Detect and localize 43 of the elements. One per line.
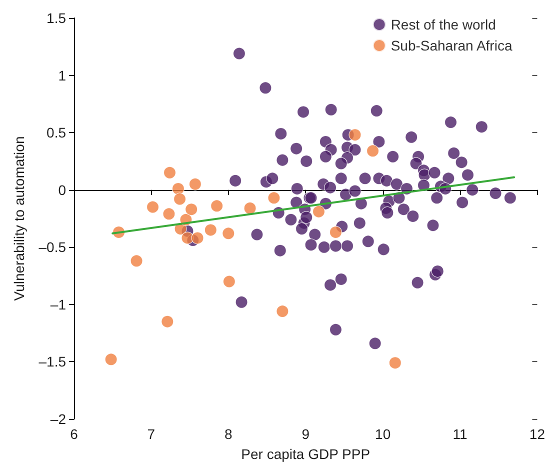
- y-tick-label: –1: [50, 296, 66, 312]
- point: [222, 227, 235, 240]
- point: [161, 315, 174, 328]
- point: [348, 128, 362, 142]
- point: [146, 200, 160, 214]
- y-tick-label: –1.5: [38, 354, 66, 370]
- point: [366, 144, 380, 158]
- point: [204, 224, 217, 236]
- legend-label: Rest of the world: [390, 16, 496, 32]
- point: [388, 356, 402, 370]
- x-tick-label: 9: [302, 426, 310, 442]
- point: [191, 232, 204, 244]
- y-tick-label: 1.5: [46, 10, 66, 26]
- y-tick-label: 0.5: [46, 124, 66, 141]
- x-tick-label: 8: [224, 426, 233, 442]
- x-tick-label: 10: [375, 426, 391, 442]
- point: [188, 178, 202, 190]
- x-tick-label: 7: [147, 426, 156, 442]
- point: [312, 205, 326, 218]
- y-tick-label: 0: [58, 182, 66, 198]
- point: [181, 232, 194, 244]
- point: [185, 203, 198, 216]
- x-tick-label: 6: [70, 426, 78, 442]
- point: [104, 353, 118, 366]
- point: [163, 166, 176, 179]
- point: [276, 305, 289, 318]
- y-tick-label: 1: [58, 67, 66, 84]
- point: [173, 192, 186, 206]
- point: [244, 202, 256, 214]
- point: [162, 208, 176, 220]
- x-axis-title: Per capita GDP PPP: [241, 446, 370, 462]
- point: [329, 226, 342, 239]
- x-tick-label: 11: [452, 426, 468, 442]
- legend-label: Sub-Saharan Africa: [390, 38, 512, 54]
- point: [172, 182, 185, 196]
- x-tick-label: 12: [529, 426, 546, 442]
- y-tick-label: –2: [50, 411, 66, 427]
- point: [222, 275, 236, 288]
- point: [268, 192, 280, 204]
- point: [130, 254, 143, 268]
- y-tick-label: –0.5: [38, 239, 66, 256]
- point: [210, 200, 224, 212]
- y-axis-title: Vulnerability to automation: [11, 136, 27, 301]
